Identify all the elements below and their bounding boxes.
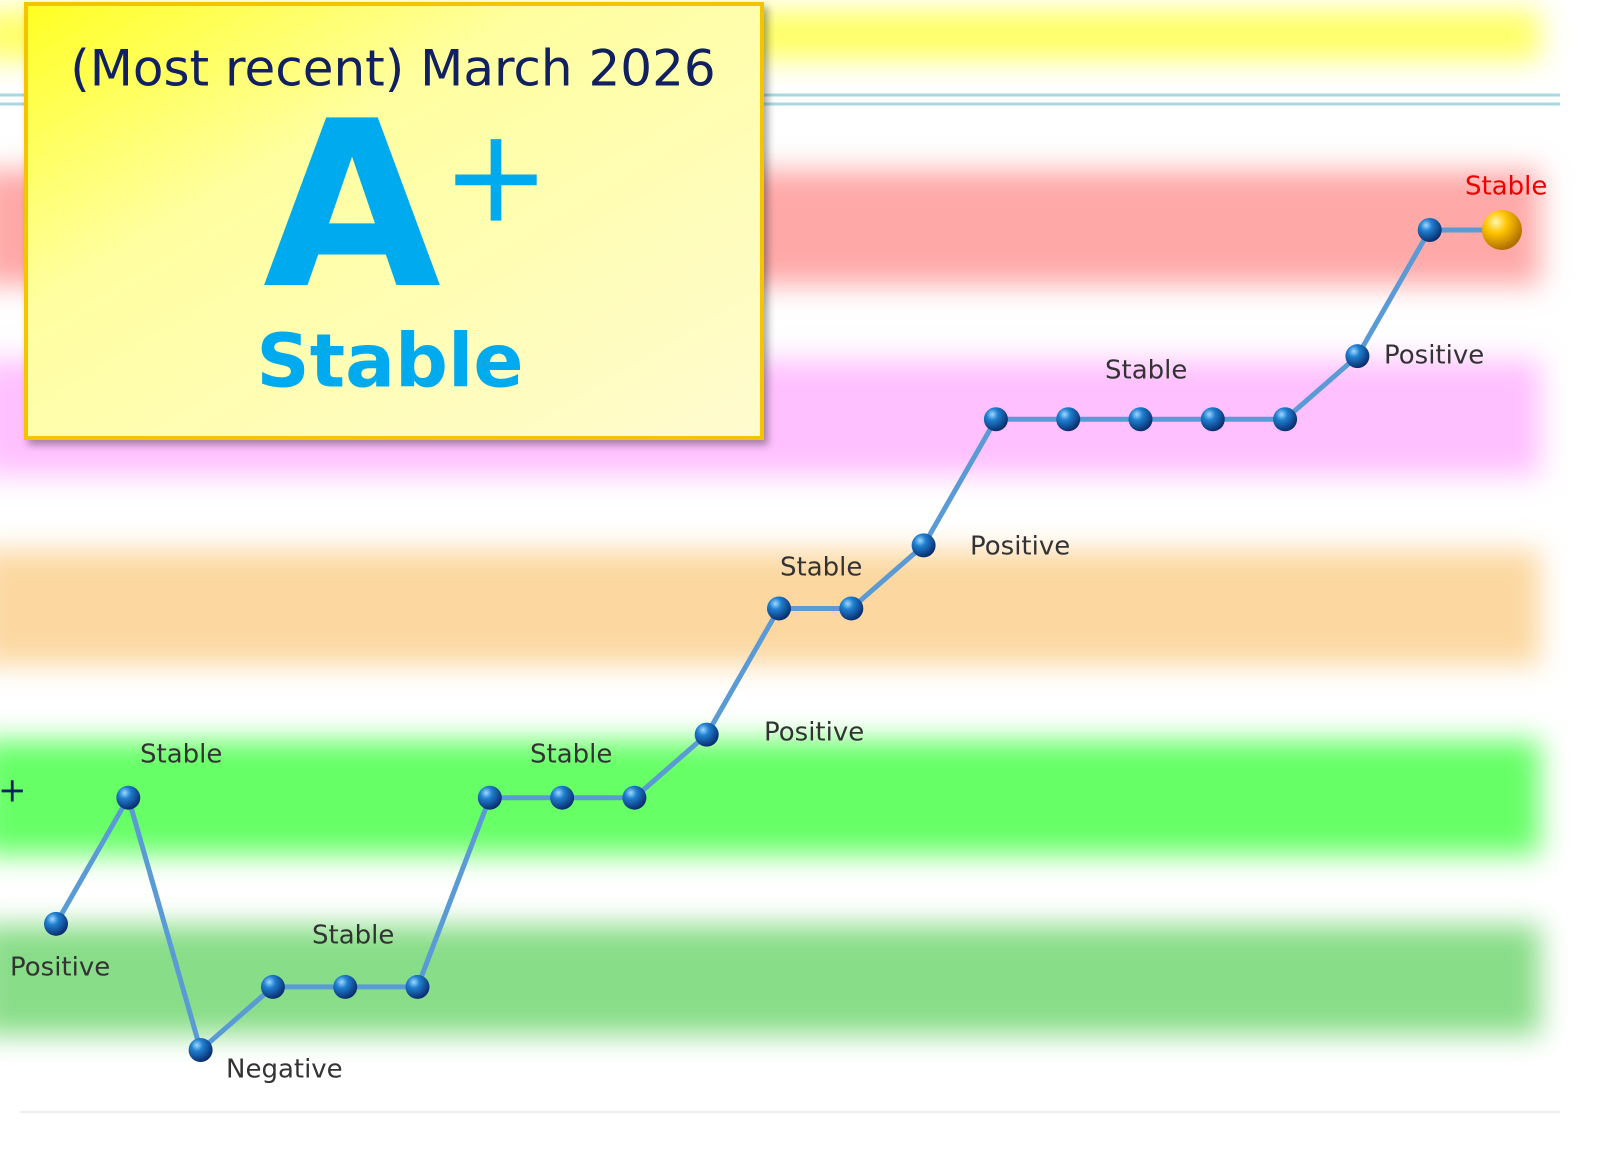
outlook-label: Positive	[764, 718, 864, 748]
rating-point	[1345, 344, 1370, 369]
rating-point	[1417, 218, 1442, 242]
rating-point	[767, 596, 791, 621]
bands	[0, 10, 1560, 1113]
rating-point	[188, 1038, 213, 1062]
rating-point	[911, 533, 936, 558]
outlook-label: Stable	[1105, 356, 1187, 386]
rating: A	[263, 73, 441, 340]
rating-point	[550, 785, 575, 810]
outlook-label: Stable	[780, 553, 862, 583]
rating-point	[116, 785, 141, 810]
period: (Most recent) March 2026	[70, 40, 716, 98]
rating-point	[983, 407, 1008, 432]
box	[24, 2, 764, 440]
outlook-label: Stable	[140, 740, 222, 770]
outlook: Stable	[256, 319, 523, 405]
rating-point	[694, 722, 719, 747]
outlook-label: Negative	[226, 1055, 343, 1085]
rating-point	[260, 974, 285, 999]
rating-point	[839, 596, 864, 621]
rating-point	[44, 911, 68, 936]
outlook-label: Positive	[10, 953, 110, 983]
rating-point	[1273, 407, 1298, 432]
outlook-label: Stable	[530, 740, 612, 770]
rating-point	[1128, 407, 1153, 432]
outlook-label: +	[0, 771, 27, 811]
outlook-label: Stable	[312, 921, 394, 951]
plot: Positive Stable Negative Stable Stable Positi…	[0, 172, 1547, 1085]
rating-point	[1482, 210, 1522, 250]
rating-point	[622, 785, 647, 810]
rating-point	[477, 785, 502, 810]
rating-point	[1200, 407, 1225, 432]
outlook-label: Stable	[1465, 172, 1547, 202]
outlook-label: Positive	[970, 532, 1070, 562]
outlook-label: Positive	[1384, 341, 1484, 371]
modifier: +	[442, 100, 551, 252]
rating-point	[1056, 407, 1081, 432]
rating-point	[333, 974, 358, 999]
rating-box: (Most recent) March 2026 A + Stable	[24, 2, 764, 440]
rating-point	[405, 974, 430, 999]
